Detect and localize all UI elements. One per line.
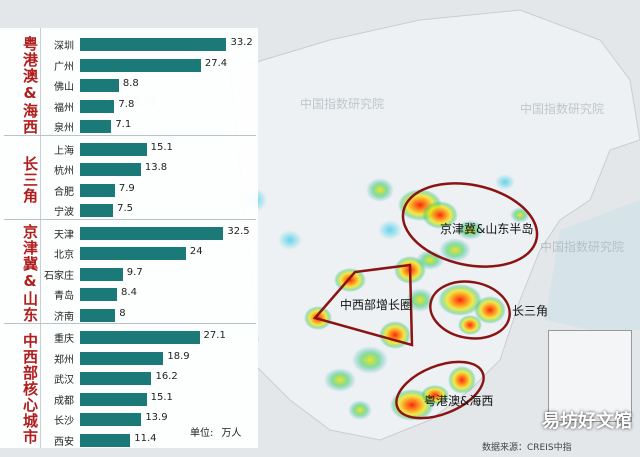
bar-value-label: 27.1 <box>203 330 226 341</box>
bar-value-label: 8.8 <box>122 78 139 89</box>
watermark: 中国指数研究院 <box>300 97 385 111</box>
bar <box>80 142 147 156</box>
unit-label: 单位: 万人 <box>190 424 249 439</box>
city-label: 长沙 <box>54 416 74 427</box>
bar-value-label: 32.5 <box>227 225 250 237</box>
bar-value-label: 15.1 <box>150 391 173 403</box>
watermark: 中国指数研究院 <box>540 240 625 254</box>
panel-divider <box>40 28 41 448</box>
bar-value-label: 33.2 <box>230 37 253 48</box>
bar <box>80 308 116 322</box>
region-outlines <box>312 182 539 420</box>
south-china-sea-inset <box>548 330 632 422</box>
city-label: 泉州 <box>54 123 74 134</box>
bar <box>80 288 118 301</box>
city-label: 合肥 <box>54 186 74 198</box>
bar-value-label: 11.4 <box>134 432 157 444</box>
city-label: 西安 <box>54 436 74 448</box>
source-text: 数据来源：CREIS中指 <box>482 443 572 453</box>
sea-area <box>545 200 640 330</box>
city-label: 广州 <box>54 61 74 73</box>
bar <box>80 267 123 281</box>
bar-value-label: 7.9 <box>118 182 135 194</box>
bar-value-label: 7.8 <box>118 98 135 110</box>
group-label: 中西部核心城市 <box>21 332 39 445</box>
bar <box>80 433 131 447</box>
bar <box>80 392 147 406</box>
city-label: 上海 <box>54 145 74 157</box>
bar-value-label: 16.2 <box>155 371 178 382</box>
city-label: 深圳 <box>54 41 74 52</box>
bar <box>80 99 115 113</box>
outline-changsanjiao <box>429 280 511 340</box>
bar <box>80 351 164 365</box>
city-label: 重庆 <box>54 334 74 345</box>
bar <box>80 226 224 240</box>
unit-label-text: 单位: <box>190 428 214 439</box>
bar-value-label: 27.4 <box>204 57 228 69</box>
city-label: 宁波 <box>54 207 74 218</box>
region-label-jingjinji: 京津冀&山东半岛 <box>440 222 534 236</box>
bar <box>80 204 114 217</box>
bar-value-label: 7.5 <box>117 203 133 214</box>
city-label: 青岛 <box>54 291 74 302</box>
group-divider <box>4 218 256 220</box>
outline-zhongxibu <box>312 263 414 347</box>
bar <box>80 183 115 197</box>
bar-value-label: 15.1 <box>150 141 173 153</box>
bar-value-label: 8 <box>119 307 126 319</box>
city-label: 福州 <box>54 102 74 114</box>
bar <box>80 58 201 72</box>
city-label: 成都 <box>54 395 74 407</box>
bar <box>80 331 200 344</box>
city-label: 北京 <box>54 250 74 261</box>
heat-spots <box>243 174 530 421</box>
city-label: 石家庄 <box>44 270 74 282</box>
bar <box>80 79 119 92</box>
city-label: 武汉 <box>54 375 74 386</box>
city-label: 杭州 <box>54 166 74 177</box>
group-label: 粤港澳&海西 <box>21 35 39 135</box>
outline-jingjinji <box>401 182 539 268</box>
bar <box>80 247 186 260</box>
region-label-changsanjiao: 长三角 <box>512 304 549 318</box>
group-divider <box>4 323 256 324</box>
region-label-zhongxibu: 中西部增长圈 <box>340 298 413 312</box>
bar-value-label: 7.1 <box>115 119 132 130</box>
bar-value-label: 8.4 <box>121 287 137 298</box>
city-label: 济南 <box>54 311 74 323</box>
bar <box>80 413 142 426</box>
bar-value-label: 18.9 <box>167 350 190 362</box>
city-label: 郑州 <box>54 354 74 366</box>
bar-value-label: 13.8 <box>144 162 168 173</box>
bar <box>80 120 112 133</box>
bar-value-label: 9.7 <box>126 266 143 278</box>
group-label: 长三角 <box>21 155 39 204</box>
outline-yuegangao <box>395 360 485 420</box>
bar <box>80 38 227 51</box>
bar <box>80 163 141 176</box>
bar <box>80 372 152 385</box>
brand-text: 易坊好文馆 <box>542 411 632 432</box>
city-label: 佛山 <box>54 82 74 93</box>
city-label: 天津 <box>54 229 74 241</box>
watermark: 中国指数研究院 <box>520 102 605 116</box>
region-label-yuegangao: 粤港澳&海西 <box>424 394 494 408</box>
group-label: 京津冀&山东 <box>21 224 39 324</box>
group-divider <box>4 134 256 136</box>
bar-value-label: 24 <box>189 246 203 257</box>
unit-value-text: 万人 <box>221 428 242 439</box>
bar-value-label: 13.9 <box>145 412 168 423</box>
